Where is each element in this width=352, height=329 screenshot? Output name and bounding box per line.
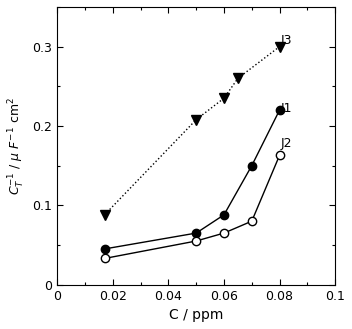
Text: J3: J3 — [281, 34, 293, 47]
Text: J2: J2 — [281, 137, 293, 150]
Y-axis label: $C^{-1}_{T}$ / $\mu$ $F^{-1}$ cm$^{2}$: $C^{-1}_{T}$ / $\mu$ $F^{-1}$ cm$^{2}$ — [7, 97, 27, 195]
Text: J1: J1 — [281, 102, 293, 115]
X-axis label: C / ppm: C / ppm — [169, 308, 224, 322]
